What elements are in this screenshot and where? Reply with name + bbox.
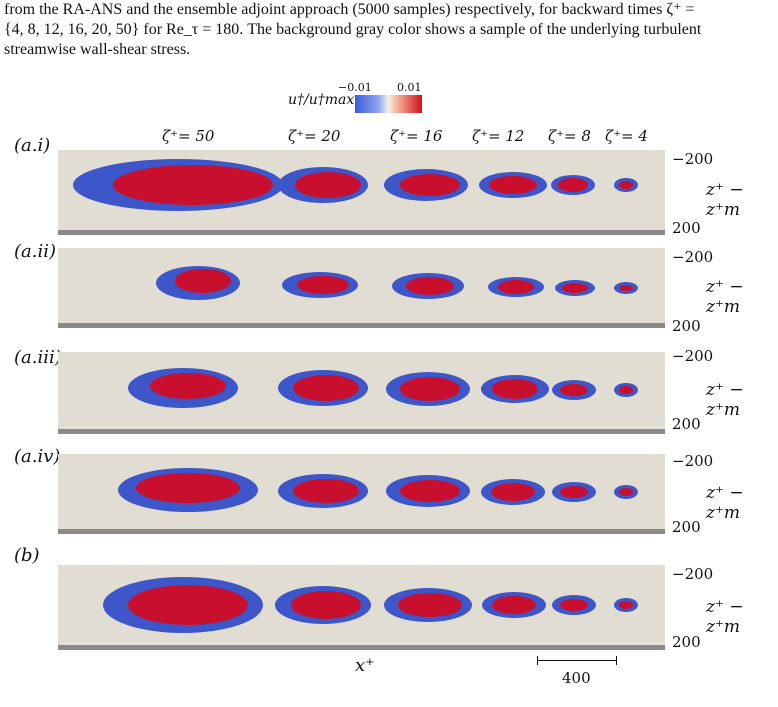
structure-zeta-16-red (400, 480, 460, 502)
zeta-label-20: ζ⁺= 20 (288, 127, 341, 145)
y-tick-bottom: 200 (672, 518, 701, 536)
structure-zeta-16-red (400, 174, 460, 196)
colorbar (355, 95, 422, 113)
panel-label: (b) (14, 545, 40, 566)
y-tick-bottom: 200 (672, 219, 701, 237)
structure-zeta-16-red (400, 377, 460, 401)
structure-zeta-20-red (297, 276, 349, 294)
structure-zeta-4-red (619, 601, 633, 609)
structure-zeta-4-red (619, 488, 633, 496)
y-axis-label: z⁺ − z⁺m (706, 597, 744, 637)
zeta-label-12: ζ⁺= 12 (472, 127, 525, 145)
y-tick-top: −200 (672, 248, 714, 266)
structure-zeta-12-red (498, 280, 534, 294)
x-axis-label: x⁺ (355, 655, 375, 676)
caption-line-3: streamwise wall-shear stress. (4, 41, 191, 58)
y-tick-top: −200 (672, 347, 714, 365)
y-axis-label: z⁺ − z⁺m (706, 483, 744, 523)
structure-zeta-50-red (113, 165, 273, 205)
y-axis-label: z⁺ − z⁺m (706, 380, 744, 420)
structure-zeta-8-red (560, 599, 588, 611)
panel-label: (a.iv) (14, 446, 61, 467)
zeta-label-16: ζ⁺= 16 (390, 127, 443, 145)
y-tick-bottom: 200 (672, 633, 701, 651)
colorbar-max-label: 0.01 (397, 81, 422, 94)
zeta-label-8: ζ⁺= 8 (548, 127, 591, 145)
strip-floor (58, 323, 665, 328)
y-axis-label: z⁺ − z⁺m (706, 180, 744, 220)
structure-zeta-8-red (558, 178, 588, 192)
structure-zeta-20-red (295, 172, 361, 198)
y-tick-top: −200 (672, 565, 714, 583)
zeta-label-4: ζ⁺= 4 (605, 127, 648, 145)
y-axis-label: z⁺ − z⁺m (706, 277, 744, 317)
structure-zeta-4-red (619, 285, 633, 291)
structure-zeta-50-red (175, 269, 231, 293)
panel-label: (a.ii) (14, 241, 57, 262)
structure-zeta-4-red (619, 386, 633, 394)
structure-zeta-20-red (293, 375, 359, 401)
isosurface-structures (103, 577, 638, 633)
isosurface-structures (73, 159, 638, 211)
structure-zeta-16-red (398, 593, 462, 617)
strip-floor (58, 645, 665, 650)
structure-zeta-4-red (619, 181, 633, 189)
structure-zeta-8-red (560, 384, 588, 396)
strip-floor (58, 529, 665, 534)
structure-zeta-20-red (293, 479, 359, 503)
structure-zeta-12-red (492, 379, 538, 399)
scale-bar (537, 656, 617, 665)
structure-zeta-50-red (136, 473, 240, 503)
structure-zeta-8-red (562, 283, 588, 293)
panel-label: (a.iii) (14, 347, 62, 368)
isosurface-structures (118, 468, 638, 512)
strip-floor (58, 429, 665, 434)
colorbar-label: u†/u†max (288, 92, 355, 108)
isosurface-structures (128, 368, 638, 408)
structure-zeta-12-red (491, 483, 535, 501)
y-tick-top: −200 (672, 452, 714, 470)
figure-caption: from the RA-ANS and the ensemble adjoint… (4, 0, 774, 60)
structure-zeta-50-red (128, 585, 248, 625)
structure-zeta-12-red (492, 596, 536, 614)
caption-line-1: from the RA-ANS and the ensemble adjoint… (4, 1, 695, 18)
y-tick-top: −200 (672, 150, 714, 168)
caption-line-2: {4, 8, 12, 16, 20, 50} for Re_τ = 180. T… (4, 21, 702, 38)
strip-floor (58, 230, 665, 235)
structure-zeta-20-red (291, 591, 361, 619)
zeta-label-50: ζ⁺= 50 (162, 127, 215, 145)
structure-zeta-16-red (406, 277, 454, 295)
structure-zeta-8-red (560, 486, 588, 498)
y-tick-bottom: 200 (672, 317, 701, 335)
colorbar-min-label: −0.01 (338, 81, 372, 94)
scale-bar-label: 400 (562, 669, 591, 687)
structure-zeta-50-red (150, 373, 226, 399)
isosurface-structures (156, 266, 638, 300)
y-tick-bottom: 200 (672, 415, 701, 433)
structure-zeta-12-red (489, 176, 537, 194)
panel-label: (a.i) (14, 135, 51, 156)
